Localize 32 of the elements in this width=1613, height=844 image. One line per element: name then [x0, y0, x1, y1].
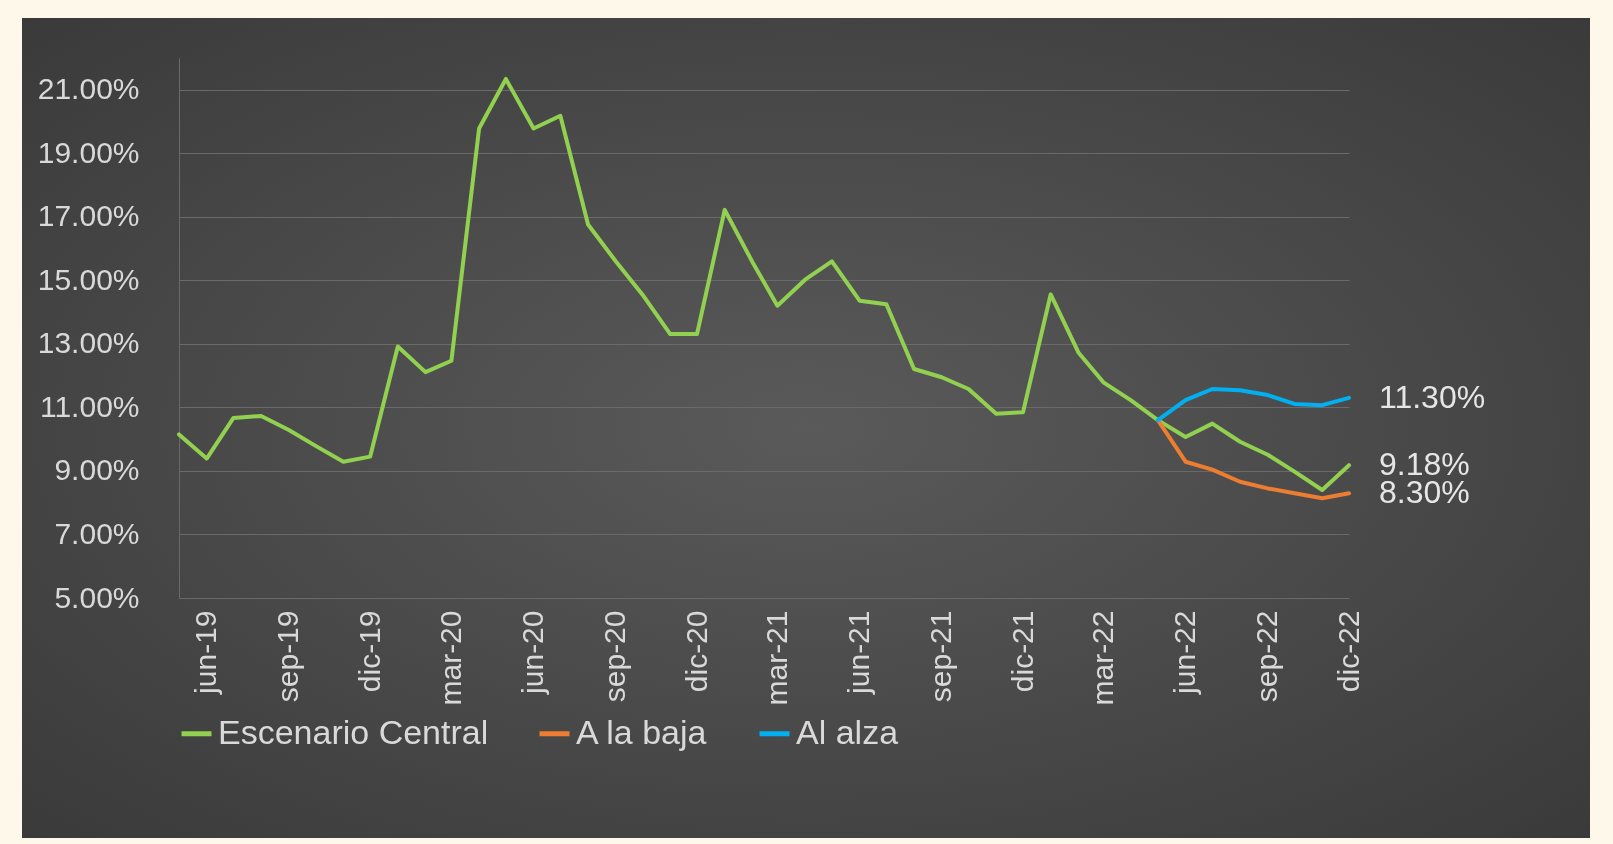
x-tick-label: mar-22	[1085, 610, 1119, 706]
x-tick-label: sep-20	[598, 610, 632, 703]
x-tick-label: mar-20	[433, 610, 467, 706]
x-tick-label: jun-22	[1168, 610, 1202, 695]
line-series	[1155, 386, 1351, 423]
x-tick-label: dic-20	[679, 610, 713, 693]
y-tick-label: 17.00%	[37, 199, 140, 233]
x-tick-label: dic-22	[1331, 610, 1365, 693]
legend-label: Escenario Central	[218, 712, 489, 751]
x-tick-label: jun-19	[189, 610, 223, 695]
y-tick-label: 15.00%	[37, 262, 140, 296]
y-tick-label: 11.00%	[39, 389, 140, 423]
legend-label: Al alza	[796, 712, 899, 751]
x-tick-label: sep-21	[924, 610, 958, 703]
x-tick-label: jun-20	[516, 610, 550, 695]
y-tick-label: 7.00%	[54, 516, 140, 550]
x-tick-label: mar-21	[759, 610, 793, 706]
x-tick-label: sep-22	[1250, 610, 1284, 703]
line-series	[1155, 418, 1351, 501]
x-tick-label: sep-19	[271, 610, 305, 703]
y-tick-label: 21.00%	[37, 72, 140, 106]
line-series	[177, 76, 1351, 492]
data-label: 8.30%	[1379, 474, 1470, 511]
y-tick-label: 9.00%	[54, 453, 140, 487]
x-tick-label: jun-21	[842, 610, 876, 695]
data-label: 11.30%	[1379, 378, 1486, 415]
legend-label: A la baja	[576, 712, 707, 751]
x-tick-label: dic-21	[1005, 610, 1039, 693]
y-tick-label: 19.00%	[37, 135, 140, 169]
y-tick-label: 13.00%	[37, 326, 140, 360]
x-tick-label: dic-19	[352, 610, 386, 693]
y-tick-label: 5.00%	[54, 580, 140, 614]
